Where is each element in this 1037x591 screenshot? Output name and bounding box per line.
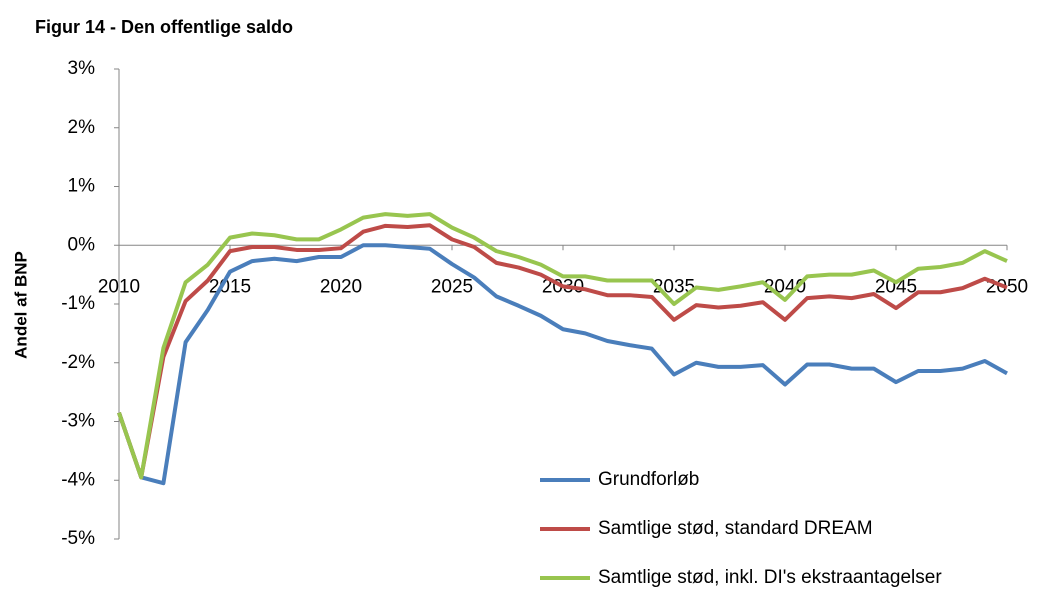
y-tick-label: -5% [61,528,95,549]
x-tick-label: 2020 [320,276,362,297]
y-tick-label: -4% [61,469,95,490]
legend-label: Samtlige stød, standard DREAM [598,518,873,539]
y-tick-label: 1% [68,176,96,197]
chart-title: Figur 14 - Den offentlige saldo [35,17,293,37]
legend-label: Grundforløb [598,469,699,490]
series-line [117,243,1008,486]
y-tick-label: 2% [68,117,96,138]
x-tick-label: 2045 [875,276,917,297]
series-line [117,212,1008,480]
y-tick-label: 0% [68,234,96,255]
y-axis-label: Andel af BNP [11,251,30,359]
y-tick-label: 3% [68,58,96,79]
x-tick-label: 2010 [98,276,140,297]
y-tick-label: -3% [61,411,95,432]
y-tick-label: -1% [61,293,95,314]
legend-label: Samtlige stød, inkl. DI's ekstraantagels… [598,567,942,588]
x-tick-label: 2025 [431,276,473,297]
y-tick-label: -2% [61,352,95,373]
series-line [117,223,1008,480]
